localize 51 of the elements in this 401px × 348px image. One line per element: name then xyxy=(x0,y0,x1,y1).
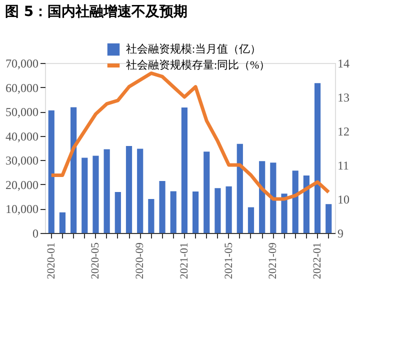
y2-tick-label: 13 xyxy=(338,90,350,104)
x-tick-label: 2021-09 xyxy=(267,242,280,280)
bar xyxy=(303,175,310,233)
y2-tick-label: 10 xyxy=(338,192,350,206)
x-tick-label: 2021-05 xyxy=(222,242,235,280)
bar xyxy=(159,181,166,233)
y-tick-label: 40,000 xyxy=(6,129,38,144)
bar xyxy=(226,186,232,233)
bar xyxy=(137,148,144,233)
legend-label: 社会融资规模存量:同比（%） xyxy=(126,58,270,72)
x-tick-label: 2022-01 xyxy=(312,242,324,280)
bar xyxy=(259,161,266,233)
chart-title: 图 5：国内社融增速不及预期 xyxy=(5,4,188,20)
bar xyxy=(181,107,188,233)
y-tick-label: 50,000 xyxy=(6,105,38,120)
bar xyxy=(70,107,77,233)
line-series xyxy=(50,71,330,201)
y-tick-label: 30,000 xyxy=(6,154,38,168)
bar xyxy=(126,146,132,233)
bar xyxy=(59,212,66,233)
bar xyxy=(214,188,221,233)
bar xyxy=(270,162,276,233)
y-tick-label: 20,000 xyxy=(6,178,38,192)
bar xyxy=(104,149,110,233)
y2-tick-label: 9 xyxy=(338,226,344,240)
bar xyxy=(204,152,210,233)
bar xyxy=(292,170,298,233)
bar xyxy=(326,204,332,233)
x-tick-label: 2020-01 xyxy=(45,242,58,280)
legend-label: 社会融资规模:当月值（亿） xyxy=(126,42,262,56)
x-tick-label: 2021-01 xyxy=(178,242,190,280)
bar xyxy=(170,191,176,233)
bar xyxy=(248,207,254,233)
bar xyxy=(148,199,154,233)
y-tick-label: 60,000 xyxy=(6,80,38,95)
bar xyxy=(48,110,54,233)
bar xyxy=(281,194,288,233)
y-tick-label: 0 xyxy=(32,226,38,240)
y-tick-label: 10,000 xyxy=(6,202,38,216)
x-tick-label: 2020-09 xyxy=(134,242,146,280)
bar xyxy=(114,192,121,233)
bar xyxy=(192,191,199,233)
bar xyxy=(92,156,99,233)
y2-tick-label: 14 xyxy=(338,56,350,70)
bar xyxy=(314,83,321,233)
y2-tick-label: 12 xyxy=(338,124,350,138)
bar xyxy=(82,158,88,233)
x-tick-label: 2020-05 xyxy=(90,242,102,280)
bar xyxy=(236,144,243,233)
y-tick-label: 70,000 xyxy=(6,56,38,70)
y2-tick-label: 11 xyxy=(338,158,350,172)
